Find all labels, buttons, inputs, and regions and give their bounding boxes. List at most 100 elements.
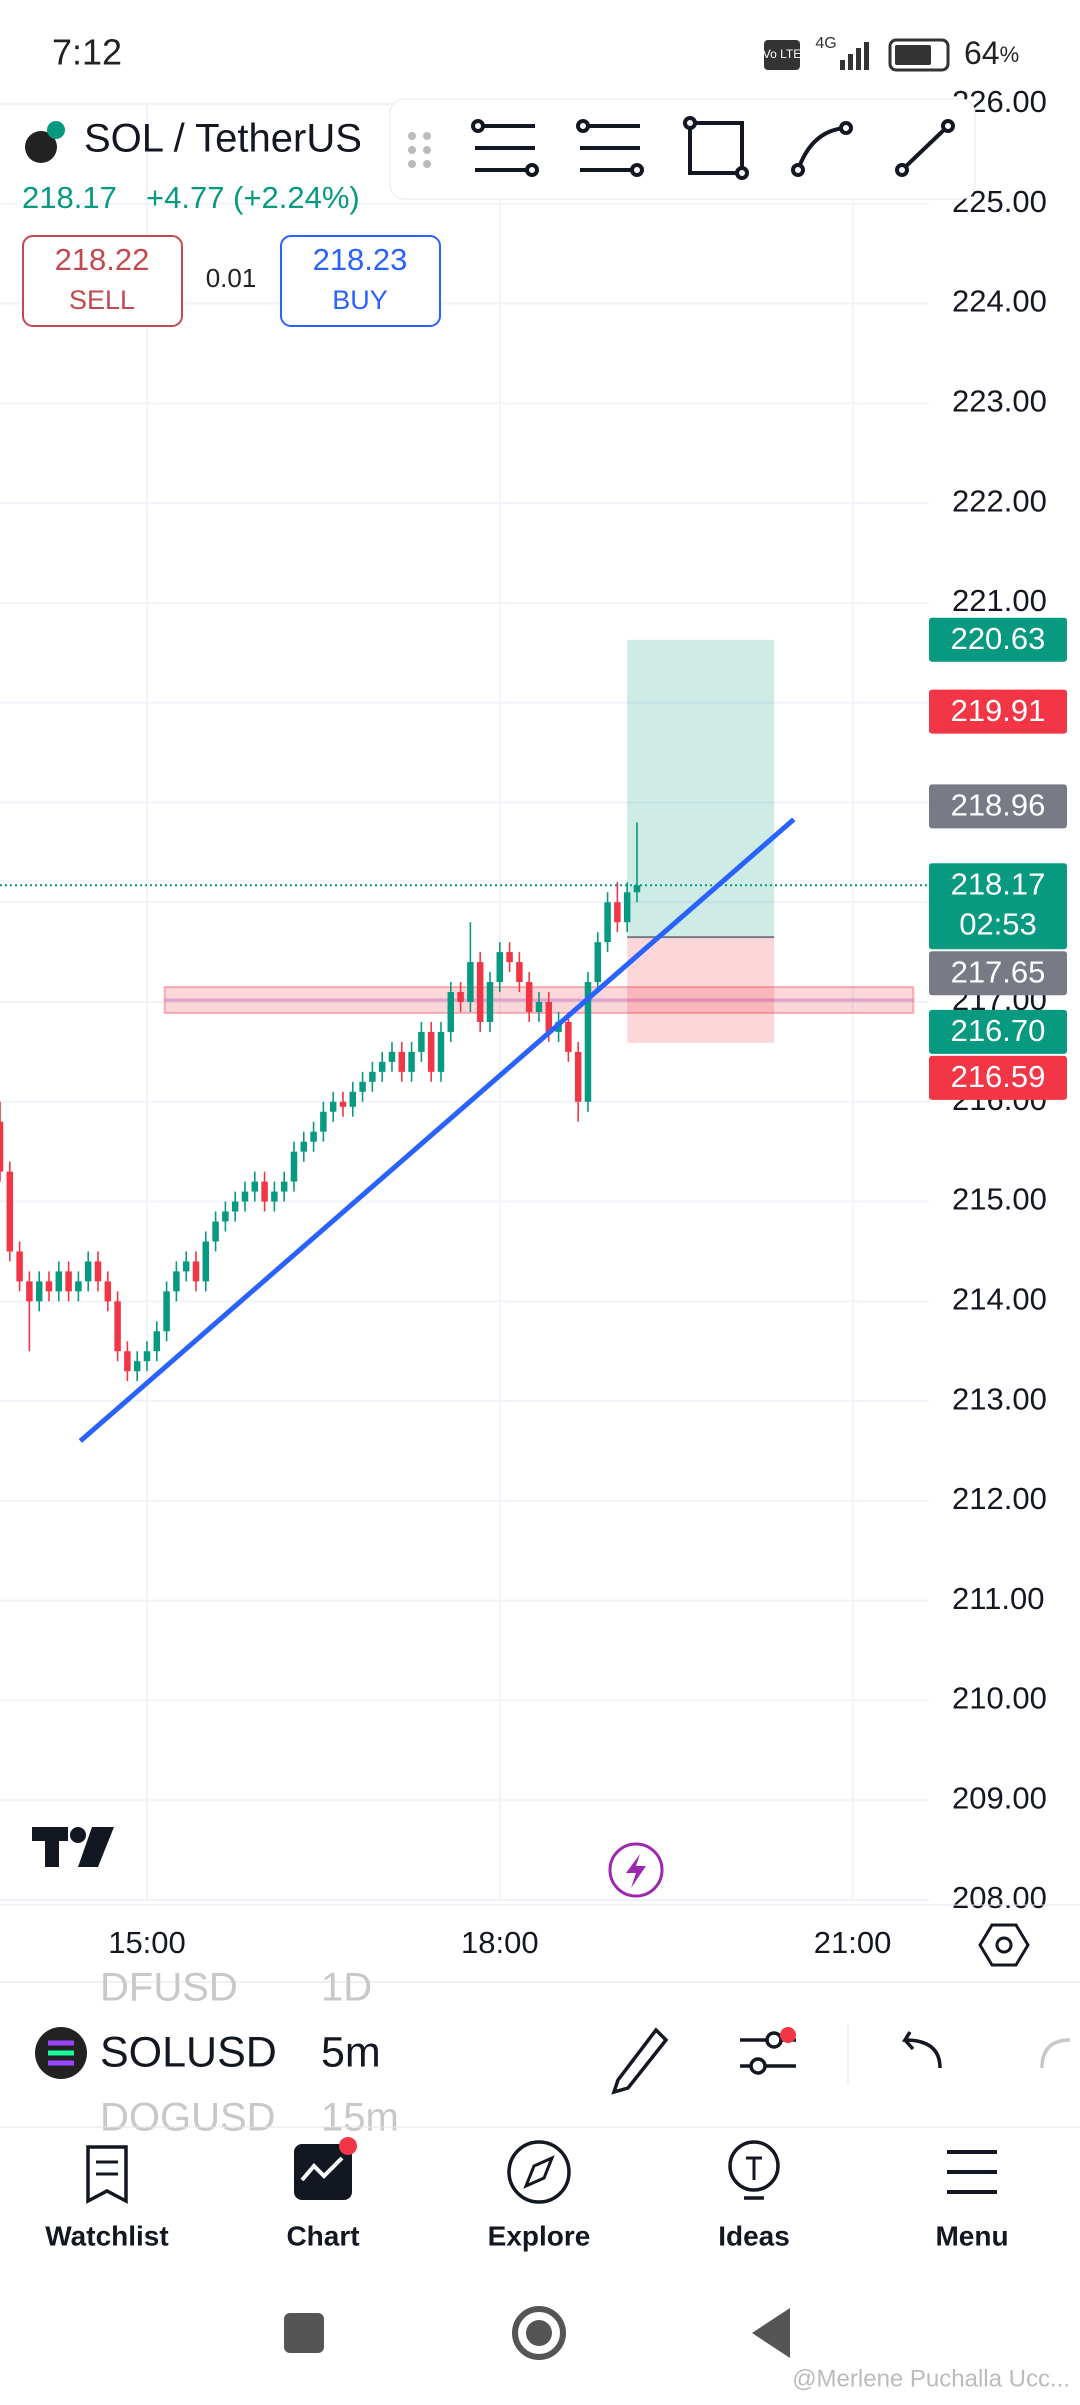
nav-explore[interactable] [507,2140,571,2204]
parallel-channel-tool[interactable] [471,119,539,177]
candle-body [271,1191,278,1202]
candle-body [545,1002,553,1032]
sell-label: SELL [69,285,135,315]
nav-menu[interactable] [947,2150,997,2194]
candle-body [349,1091,357,1107]
candle-body [378,1061,386,1072]
undo-button[interactable] [901,2031,942,2069]
candle-body [359,1081,366,1092]
candle-body [222,1211,229,1222]
nav-labels: Watchlist Chart Explore Ideas Menu [45,2220,1008,2251]
candle-body [408,1051,415,1072]
countdown: 02:53 [959,906,1037,941]
price-label-box [929,689,1067,734]
candle-body [516,962,523,983]
x-tick-label: 21:00 [814,1925,892,1960]
sell-price: 218.22 [55,242,150,277]
candle-body [124,1351,131,1372]
fib-tool[interactable] [576,119,644,177]
candle-body [467,962,474,1002]
candle-body [173,1271,180,1292]
candle-body [320,1111,327,1132]
battery-icon [888,38,950,72]
y-tick-label: 209.00 [952,1780,1047,1815]
exchange-logo [47,121,65,139]
candle-body [329,1101,337,1112]
y-tick-label: 210.00 [952,1681,1047,1716]
candle-body [506,952,513,963]
current-symbol[interactable]: SOLUSD [100,2028,277,2076]
symbol-title[interactable]: SOL / TetherUS [84,117,362,161]
last-price: 218.17 [22,180,117,215]
price-label: 219.91 [951,693,1046,728]
candle-body [182,1261,190,1272]
candle-body [604,902,611,943]
y-tick-label: 221.00 [952,583,1047,618]
signal-icon [840,42,869,70]
next-symbol: DOGUSD [100,2096,276,2140]
loss-zone [627,937,775,1043]
draw-button[interactable] [611,2027,669,2095]
buy-button[interactable] [280,235,441,327]
nav-watchlist[interactable] [86,2145,128,2204]
next-interval: 15m [321,2096,399,2140]
price-label-box [929,784,1067,829]
candle-body [427,1031,435,1072]
nav-label: Menu [935,2220,1008,2251]
home-button[interactable] [512,2306,566,2360]
back-button[interactable] [752,2308,790,2358]
candle-body [614,902,621,923]
candle-body [35,1281,43,1302]
candle-body [496,952,504,983]
candle-body [84,1261,92,1282]
path-tool[interactable] [791,121,853,177]
nav-chart[interactable] [294,2137,357,2200]
candle-body [437,1031,445,1072]
candle-body [476,962,484,1022]
candle-body [163,1291,170,1332]
candle-body [486,982,494,1022]
trend-line-tool[interactable] [895,119,955,177]
battery-level [895,45,931,65]
rectangle-tool[interactable] [683,116,749,180]
candle-body [300,1141,308,1152]
drag-handle [408,132,431,168]
x-tick-label: 15:00 [108,1925,186,1960]
y-tick-label: 214.00 [952,1282,1047,1317]
y-tick-label: 215.00 [952,1182,1047,1217]
candle-body [535,1002,543,1012]
settings-icon[interactable] [978,1923,1030,1967]
lightning-icon [626,1854,646,1888]
candle-body [251,1181,259,1192]
battery: 64% [964,35,1019,71]
candle-body [241,1191,249,1202]
x-tick-label: 18:00 [461,1925,539,1960]
candle-body [290,1151,298,1182]
nav-ideas[interactable] [728,2140,780,2200]
price-label-box [929,863,1067,950]
sell-button[interactable] [22,235,183,327]
trend-line [78,817,796,1443]
candle-body [339,1101,347,1107]
nav-label: Chart [286,2220,359,2251]
current-interval[interactable]: 5m [321,2028,381,2076]
candle-body [280,1181,288,1192]
prev-interval: 1D [321,1966,372,2010]
price-label: 218.17 [951,866,1046,901]
recent-apps[interactable] [284,2313,324,2353]
y-tick-label: 212.00 [952,1481,1047,1516]
prev-symbol: DFUSD [100,1966,238,2010]
y-tick-label: 208.00 [952,1880,1047,1915]
price-label: 218.96 [951,788,1046,823]
price-label-box [929,951,1067,996]
candle-body [153,1331,161,1352]
candle-body [418,1031,425,1052]
redo-button[interactable] [1040,2038,1071,2069]
candle-body [388,1051,396,1062]
candle-body [398,1051,406,1072]
candle-body [447,992,455,1032]
candle-body [55,1271,63,1292]
nav-label: Watchlist [45,2220,168,2251]
candle-body [114,1301,121,1352]
